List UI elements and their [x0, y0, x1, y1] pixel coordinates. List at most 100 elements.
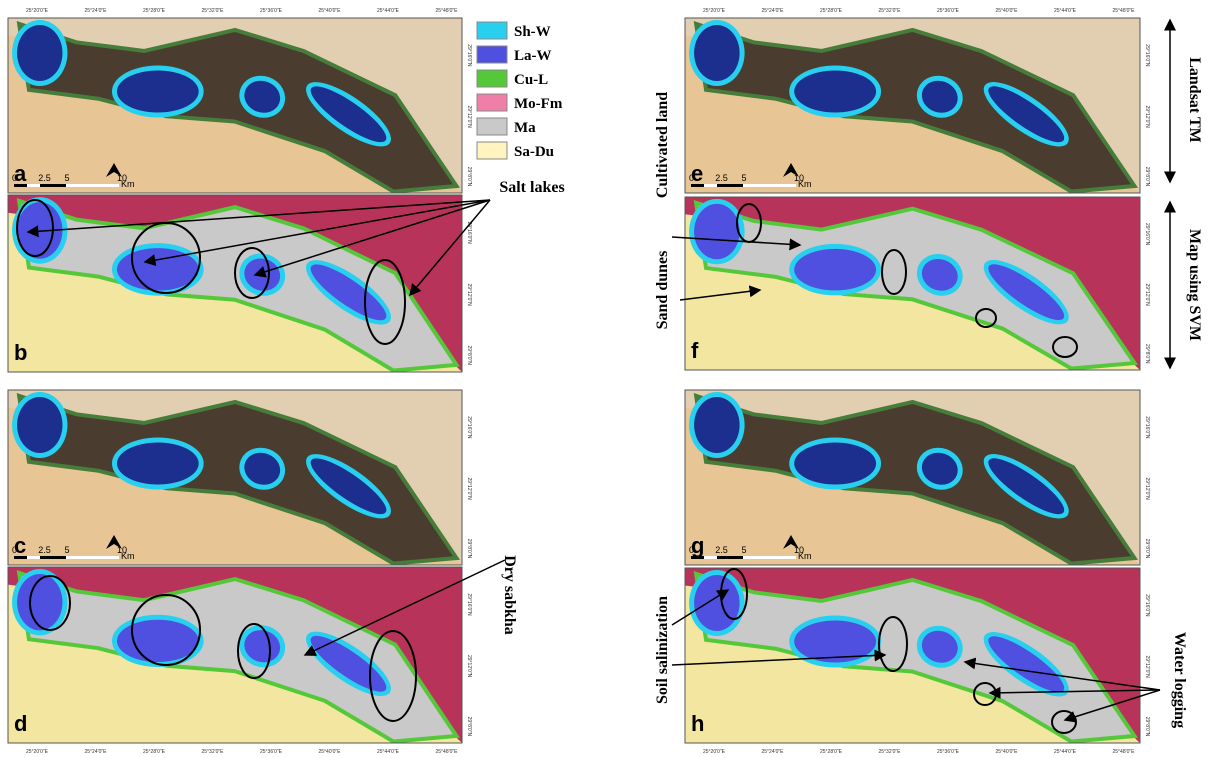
latitude-label: 29°12'0"N	[1144, 478, 1150, 501]
latitude-label: 29°8'0"N	[1144, 167, 1150, 187]
latitude-label: 29°12'0"N	[1144, 106, 1150, 129]
scale-tick: 0	[12, 173, 17, 183]
panel-label: b	[14, 340, 27, 365]
panel-content	[685, 18, 1140, 193]
scale-bar-segment	[704, 184, 717, 187]
latitude-label: 29°8'0"N	[466, 717, 472, 737]
latitude-label: 29°8'0"N	[466, 167, 472, 187]
scale-unit: Km	[798, 551, 812, 561]
panel-content	[685, 197, 1140, 370]
longitude-label: 25°36'0"E	[260, 8, 283, 14]
longitude-label: 25°36'0"E	[937, 749, 960, 755]
panel-content	[8, 18, 462, 193]
legend-swatch	[477, 70, 507, 87]
scale-tick: 5	[742, 173, 747, 183]
longitude-label: 25°20'0"E	[703, 749, 726, 755]
scale-bar-segment	[743, 556, 796, 559]
legend-label: Cu-L	[514, 72, 548, 88]
longitude-label: 25°20'0"E	[26, 749, 49, 755]
panel-content	[8, 567, 462, 743]
scale-tick: 0	[689, 173, 694, 183]
scale-bar-segment	[66, 184, 119, 187]
panel-label: d	[14, 711, 27, 736]
longitude-label: 25°28'0"E	[143, 749, 166, 755]
panel-content	[685, 568, 1140, 743]
longitude-label: 25°44'0"E	[1054, 749, 1077, 755]
annotation: Dry sabkha	[501, 555, 518, 635]
panel-content	[8, 195, 462, 372]
latitude-label: 29°16'0"N	[466, 44, 472, 67]
latitude-label: 29°12'0"N	[466, 655, 472, 678]
lake	[794, 249, 876, 291]
lake	[117, 443, 199, 485]
longitude-label: 25°32'0"E	[202, 749, 225, 755]
scale-tick: 2.5	[38, 173, 51, 183]
scale-tick: 2.5	[38, 545, 51, 555]
lake	[694, 25, 740, 81]
longitude-label: 25°48'0"E	[1113, 749, 1136, 755]
latitude-label: 29°12'0"N	[466, 106, 472, 129]
longitude-label: 25°44'0"E	[377, 749, 400, 755]
lake	[117, 620, 199, 662]
legend-swatch	[477, 22, 507, 39]
longitude-label: 25°32'0"E	[202, 8, 225, 14]
scale-bar-segment	[704, 556, 717, 559]
latitude-label: 29°12'0"N	[1144, 656, 1150, 679]
longitude-label: 25°36'0"E	[937, 8, 960, 14]
panel-content	[685, 390, 1140, 565]
latitude-label: 29°16'0"N	[1144, 44, 1150, 67]
longitude-label: 25°44'0"E	[377, 8, 400, 14]
legend-swatch	[477, 118, 507, 135]
panel-content	[8, 390, 462, 565]
longitude-label: 25°48'0"E	[1113, 8, 1136, 14]
legend-swatch	[477, 46, 507, 63]
latitude-label: 29°12'0"N	[466, 478, 472, 501]
lake	[794, 443, 876, 485]
latitude-label: 29°16'0"N	[1144, 416, 1150, 439]
annotation: Soil salinization	[654, 596, 671, 704]
lake	[17, 397, 62, 453]
longitude-label: 25°48'0"E	[436, 8, 459, 14]
legend-swatch	[477, 94, 507, 111]
longitude-label: 25°20'0"E	[26, 8, 49, 14]
legend-label: La-W	[514, 48, 552, 64]
longitude-label: 25°24'0"E	[85, 8, 108, 14]
legend-label: Ma	[514, 120, 536, 136]
scale-tick: 0	[12, 545, 17, 555]
latitude-label: 29°16'0"N	[1144, 594, 1150, 617]
legend-label: Mo-Fm	[514, 96, 563, 112]
longitude-label: 25°36'0"E	[260, 749, 283, 755]
latitude-label: 29°8'0"N	[466, 539, 472, 559]
lake	[694, 575, 740, 631]
scale-tick: 5	[742, 545, 747, 555]
figure: a29°16'0"N29°12'0"N29°8'0"N25°20'0"E25°2…	[0, 0, 1214, 758]
latitude-label: 29°8'0"N	[1144, 717, 1150, 737]
scale-tick: 0	[689, 545, 694, 555]
annotation: Salt lakes	[499, 179, 564, 196]
scale-bar-segment	[27, 556, 40, 559]
longitude-label: 25°40'0"E	[996, 749, 1019, 755]
longitude-label: 25°28'0"E	[820, 749, 843, 755]
scale-bar-segment	[27, 184, 40, 187]
scale-tick: 2.5	[715, 545, 728, 555]
map-panel: f29°16'0"N29°12'0"N29°8'0"N	[685, 197, 1150, 370]
latitude-label: 29°16'0"N	[1144, 223, 1150, 246]
panel-label: f	[691, 338, 699, 363]
annotation: Sand dunes	[654, 251, 671, 330]
longitude-label: 25°32'0"E	[879, 8, 902, 14]
lake	[694, 204, 740, 259]
annotation: Cultivated land	[654, 92, 671, 198]
legend-swatch	[477, 142, 507, 159]
panel-label: h	[691, 711, 704, 736]
scale-unit: Km	[121, 551, 135, 561]
legend-label: Sa-Du	[514, 144, 554, 160]
longitude-label: 25°28'0"E	[143, 8, 166, 14]
longitude-label: 25°40'0"E	[319, 749, 342, 755]
scale-tick: 2.5	[715, 173, 728, 183]
longitude-label: 25°44'0"E	[1054, 8, 1077, 14]
lake	[794, 71, 876, 113]
side-label: Map using SVM	[1186, 229, 1203, 341]
latitude-label: 29°16'0"N	[466, 593, 472, 616]
